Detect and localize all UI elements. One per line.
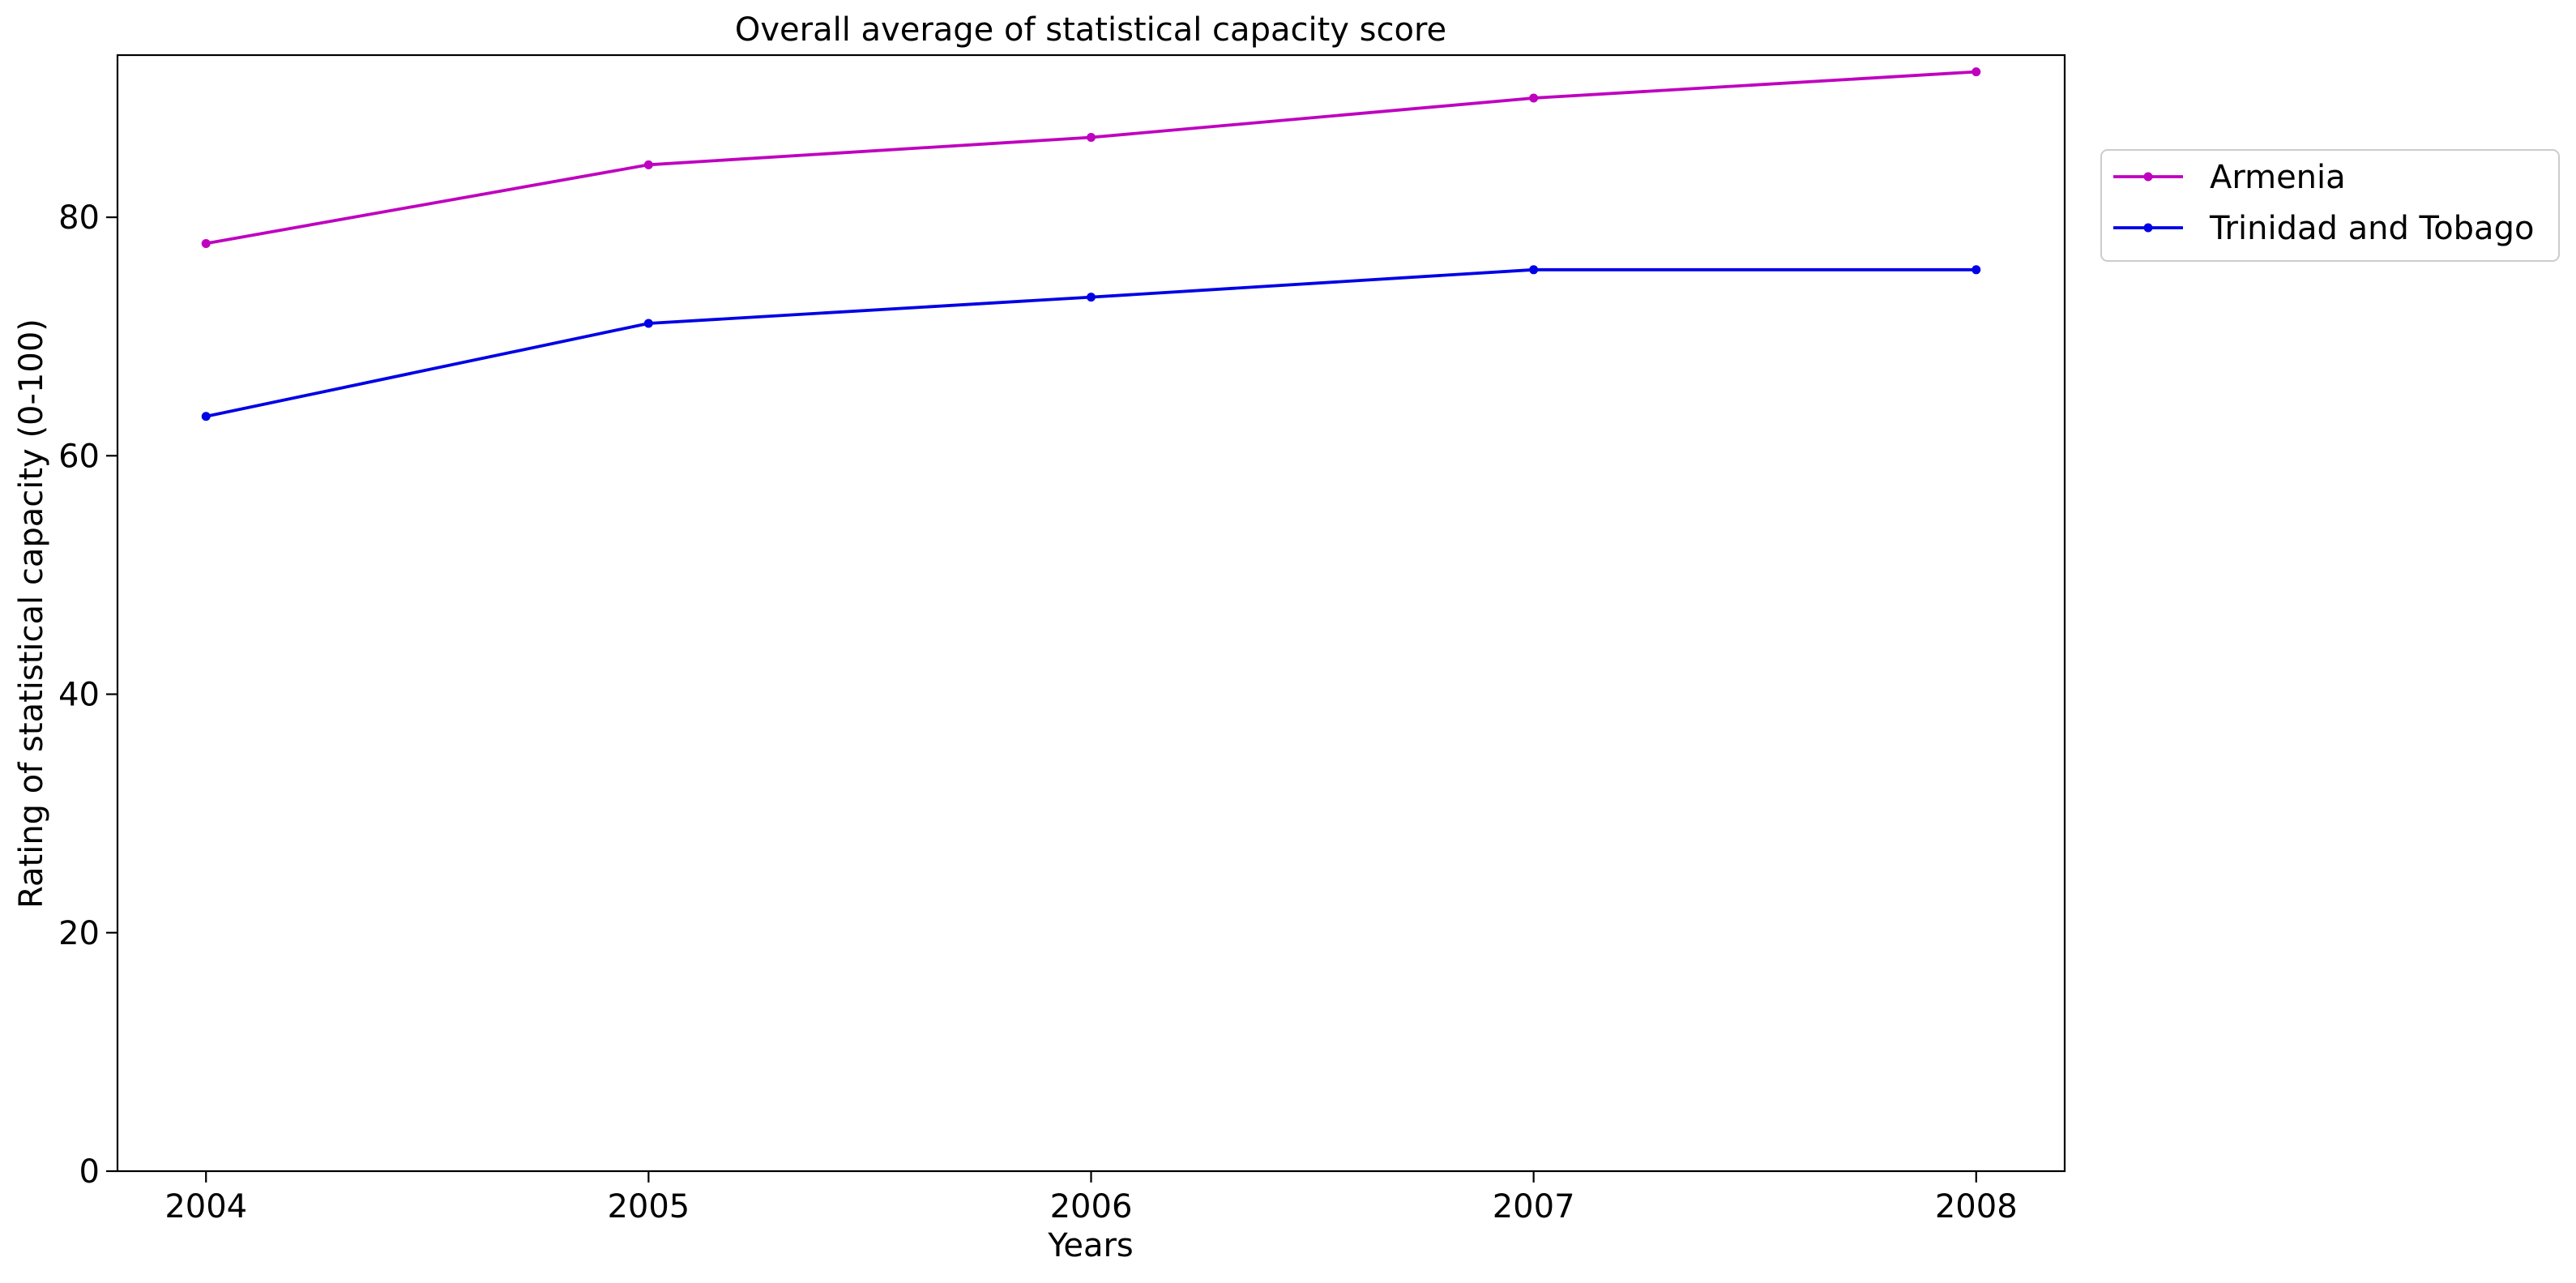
data-point — [1087, 293, 1096, 302]
data-point — [643, 160, 653, 169]
legend: Armenia Trinidad and Tobago — [2100, 149, 2560, 262]
chart-title: Overall average of statistical capacity … — [735, 11, 1446, 49]
series-armenia — [201, 67, 1981, 248]
x-tick-label: 2006 — [1050, 1188, 1133, 1225]
legend-frame — [2100, 149, 2560, 262]
y-tick-label: 0 — [79, 1153, 100, 1191]
data-point — [1087, 133, 1096, 143]
series-trinidad-and-tobago — [201, 265, 1981, 421]
data-point — [1529, 265, 1539, 275]
data-point — [201, 238, 211, 248]
legend-swatch-marker — [2143, 223, 2153, 233]
x-axis-label: Years — [1047, 1227, 1134, 1264]
data-point — [643, 319, 653, 328]
legend-label: Trinidad and Tobago — [2209, 210, 2534, 247]
y-axis: 0 20 40 60 80 — [58, 199, 117, 1191]
y-tick-label: 40 — [58, 677, 100, 714]
x-tick-label: 2004 — [164, 1188, 247, 1225]
series-layer — [201, 67, 1981, 421]
y-tick-label: 80 — [58, 199, 100, 237]
legend-swatch-marker — [2143, 172, 2153, 182]
data-point — [1529, 93, 1539, 103]
y-tick-label: 20 — [58, 915, 100, 952]
series-line-trinidad-and-tobago — [205, 267, 1976, 418]
x-tick-label: 2008 — [1935, 1188, 2018, 1225]
data-point — [1972, 265, 1981, 275]
legend-label: Armenia — [2210, 159, 2346, 196]
plot-area-frame — [116, 53, 2066, 1173]
data-point — [201, 412, 211, 421]
data-point — [1972, 67, 1981, 77]
y-tick-label: 60 — [58, 438, 100, 475]
x-tick-label: 2005 — [607, 1188, 690, 1225]
y-axis-label: Rating of statistical capacity (0-100) — [13, 319, 50, 909]
x-tick-label: 2007 — [1493, 1188, 1575, 1225]
series-line-armenia — [205, 70, 1976, 246]
x-axis: 2004 2005 2006 2007 2008 — [164, 1171, 2018, 1225]
